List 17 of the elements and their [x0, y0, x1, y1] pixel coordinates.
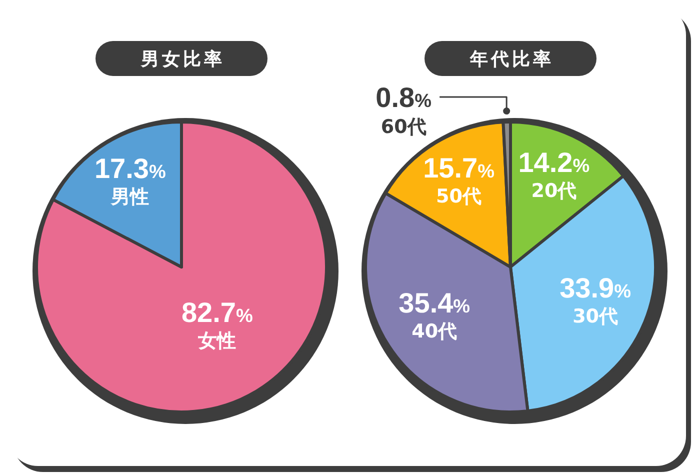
- slice-label: 50代: [436, 185, 482, 208]
- data-label: 35.4%: [398, 288, 470, 319]
- slice-label: 60代: [380, 116, 426, 138]
- slice-label: 男性: [110, 186, 150, 208]
- data-label: 17.3%: [94, 153, 166, 184]
- data-label: 82.7%: [181, 296, 253, 328]
- slice-label: 40代: [412, 320, 458, 343]
- pie-slice: [35, 120, 328, 414]
- slice-label: 30代: [572, 306, 618, 328]
- slice-label: 女性: [197, 330, 236, 352]
- data-label: 15.7%: [423, 152, 495, 184]
- data-label: 33.9%: [560, 272, 632, 304]
- chart-title: 年代比率: [469, 49, 554, 70]
- slice-label: 20代: [531, 180, 577, 202]
- chart-title: 男女比率: [140, 49, 225, 70]
- data-label: 0.8%: [376, 82, 432, 114]
- data-label: 14.2%: [518, 147, 590, 178]
